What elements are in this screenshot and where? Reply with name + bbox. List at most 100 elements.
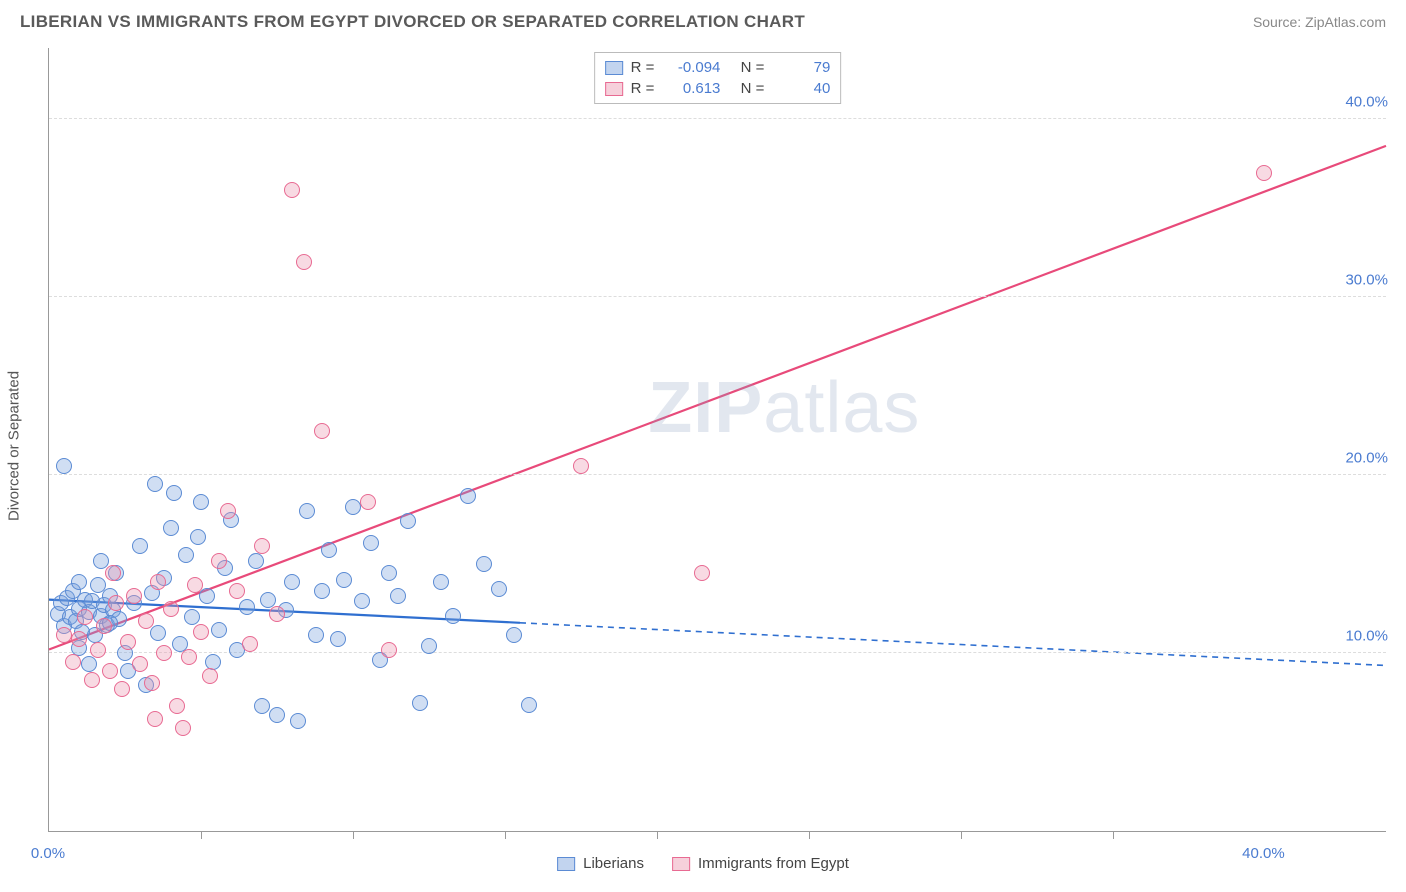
data-point [132, 656, 148, 672]
x-tick-label: 0.0% [31, 845, 65, 862]
data-point [345, 499, 361, 515]
n-label: N = [741, 80, 765, 97]
data-point [573, 458, 589, 474]
data-point [193, 494, 209, 510]
data-point [190, 529, 206, 545]
x-tick [1113, 831, 1114, 839]
y-tick-label: 40.0% [1339, 94, 1388, 111]
data-point [102, 663, 118, 679]
source-link[interactable]: ZipAtlas.com [1305, 14, 1386, 30]
data-point [248, 553, 264, 569]
data-point [84, 672, 100, 688]
data-point [181, 649, 197, 665]
data-point [269, 606, 285, 622]
data-point [506, 627, 522, 643]
correlation-legend: R = -0.094 N = 79 R = 0.613 N = 40 [594, 52, 842, 104]
data-point [460, 488, 476, 504]
swatch-pink [605, 82, 623, 96]
legend-label-blue: Liberians [583, 855, 644, 872]
data-point [381, 565, 397, 581]
data-point [65, 654, 81, 670]
data-point [314, 583, 330, 599]
data-point [114, 681, 130, 697]
swatch-blue [557, 857, 575, 871]
data-point [132, 538, 148, 554]
data-point [254, 538, 270, 554]
data-point [421, 638, 437, 654]
data-point [150, 625, 166, 641]
r-value-pink: 0.613 [662, 80, 720, 97]
data-point [308, 627, 324, 643]
gridline [49, 652, 1386, 653]
data-point [360, 494, 376, 510]
data-point [166, 485, 182, 501]
data-point [363, 535, 379, 551]
legend-row-pink: R = 0.613 N = 40 [605, 78, 831, 99]
data-point [521, 697, 537, 713]
data-point [220, 503, 236, 519]
data-point [390, 588, 406, 604]
data-point [284, 574, 300, 590]
y-tick-label: 30.0% [1339, 272, 1388, 289]
data-point [330, 631, 346, 647]
x-tick [657, 831, 658, 839]
data-point [71, 631, 87, 647]
data-point [147, 476, 163, 492]
y-tick-label: 20.0% [1339, 450, 1388, 467]
legend-item-pink: Immigrants from Egypt [672, 855, 849, 872]
data-point [412, 695, 428, 711]
y-tick-label: 10.0% [1339, 628, 1388, 645]
data-point [147, 711, 163, 727]
data-point [163, 520, 179, 536]
data-point [163, 601, 179, 617]
series-legend: Liberians Immigrants from Egypt [557, 855, 849, 872]
legend-row-blue: R = -0.094 N = 79 [605, 57, 831, 78]
data-point [254, 698, 270, 714]
source-prefix: Source: [1253, 14, 1305, 30]
data-point [354, 593, 370, 609]
data-point [1256, 165, 1272, 181]
x-tick [201, 831, 202, 839]
data-point [187, 577, 203, 593]
x-tick [505, 831, 506, 839]
data-point [445, 608, 461, 624]
data-point [296, 254, 312, 270]
data-point [314, 423, 330, 439]
gridline [49, 296, 1386, 297]
data-point [336, 572, 352, 588]
data-point [156, 645, 172, 661]
x-tick [809, 831, 810, 839]
data-point [71, 574, 87, 590]
data-point [120, 634, 136, 650]
data-point [93, 553, 109, 569]
n-value-pink: 40 [772, 80, 830, 97]
data-point [694, 565, 710, 581]
data-point [169, 698, 185, 714]
r-value-blue: -0.094 [662, 59, 720, 76]
data-point [56, 627, 72, 643]
legend-label-pink: Immigrants from Egypt [698, 855, 849, 872]
trend-line-extension [520, 623, 1386, 666]
data-point [269, 707, 285, 723]
data-point [184, 609, 200, 625]
data-point [56, 458, 72, 474]
data-point [105, 565, 121, 581]
chart-title: LIBERIAN VS IMMIGRANTS FROM EGYPT DIVORC… [20, 12, 805, 32]
r-label: R = [631, 80, 655, 97]
data-point [491, 581, 507, 597]
swatch-pink [672, 857, 690, 871]
legend-item-blue: Liberians [557, 855, 644, 872]
data-point [211, 553, 227, 569]
data-point [299, 503, 315, 519]
trend-line [49, 146, 1386, 650]
data-point [321, 542, 337, 558]
data-point [242, 636, 258, 652]
source-attribution: Source: ZipAtlas.com [1253, 14, 1386, 30]
data-point [381, 642, 397, 658]
data-point [400, 513, 416, 529]
data-point [77, 609, 93, 625]
data-point [260, 592, 276, 608]
data-point [211, 622, 227, 638]
data-point [476, 556, 492, 572]
data-point [202, 668, 218, 684]
